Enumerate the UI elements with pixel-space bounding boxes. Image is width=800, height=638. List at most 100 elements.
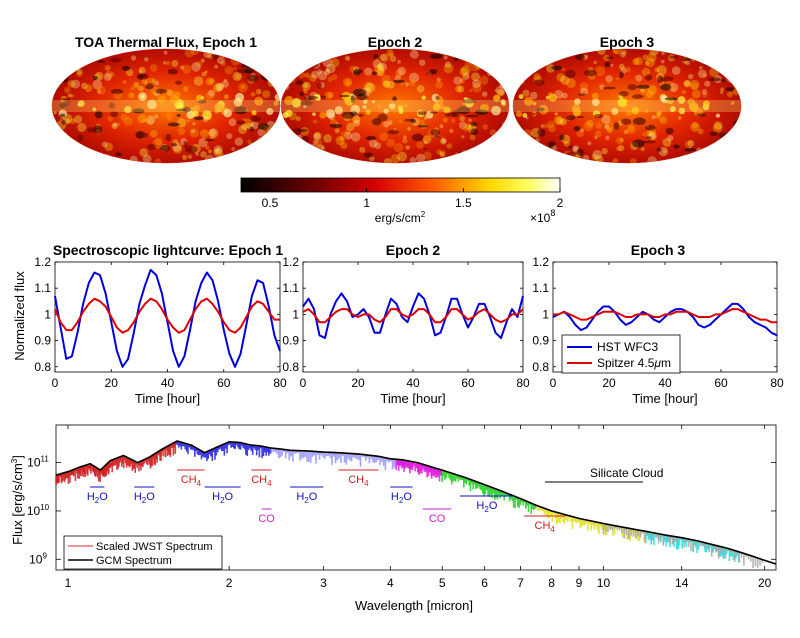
map-cold-spot <box>403 118 415 122</box>
map-hot-spot <box>266 49 275 57</box>
map-hot-spot <box>205 154 215 163</box>
map-hot-spot <box>321 145 325 149</box>
map-hot-spot <box>213 148 223 157</box>
map-hot-spot <box>523 51 533 61</box>
x-tick-label: 0 <box>300 376 307 390</box>
map-hot-spot <box>238 125 247 134</box>
map-hot-spot <box>339 136 345 142</box>
map-hot-spot <box>704 80 711 87</box>
map-hot-spot <box>249 52 255 58</box>
map-hot-spot <box>513 85 518 89</box>
map-hot-spot <box>214 103 222 111</box>
map-hot-spot <box>359 146 366 153</box>
map-hot-spot <box>383 158 392 163</box>
map-hot-spot <box>531 64 537 69</box>
molecule-text: H2O <box>476 500 497 514</box>
gcm-spectrum-line <box>55 440 777 565</box>
map-hot-spot <box>620 52 626 58</box>
map-cold-spot <box>673 144 680 149</box>
map-cold-spot <box>228 152 239 158</box>
map-hot-spot <box>281 66 285 70</box>
map-cold-spot <box>59 76 69 83</box>
map-cold-spot <box>299 90 305 97</box>
map-hot-spot <box>449 128 454 133</box>
x-tick-label: 0 <box>550 376 557 390</box>
map-hot-spot <box>154 137 163 146</box>
map-hot-spot <box>352 115 361 124</box>
map-hot-spot <box>261 143 272 153</box>
map-hot-spot <box>224 65 234 75</box>
map-hot-spot <box>525 68 533 76</box>
map-hot-spot <box>720 87 724 92</box>
map-hot-spot <box>423 140 428 145</box>
map-hot-spot <box>610 63 614 67</box>
map-cold-spot <box>660 83 672 91</box>
map-hot-spot <box>67 93 72 98</box>
map-hot-spot <box>334 128 340 134</box>
map-hot-spot <box>726 74 736 83</box>
map-equatorial-band <box>281 100 509 112</box>
map-hot-spot <box>601 148 608 155</box>
map-hot-spot <box>559 118 567 126</box>
map-hot-spot <box>613 49 623 55</box>
map-cold-spot <box>470 128 479 136</box>
map-hot-spot <box>84 51 91 59</box>
map-hot-spot <box>330 58 340 68</box>
map-hot-spot <box>208 128 219 138</box>
map-cold-spot <box>175 80 183 85</box>
map-cold-spot <box>681 58 692 61</box>
y-tick-label: 0.8 <box>532 360 549 374</box>
map-cold-spot <box>97 60 106 63</box>
molecule-label: CO <box>422 508 452 525</box>
y-tick-label: 1.2 <box>34 255 51 269</box>
map-cold-spot <box>708 77 721 82</box>
map-hot-spot <box>208 129 216 137</box>
map-hot-spot <box>662 149 667 154</box>
colorbar <box>240 177 561 193</box>
map-hot-spot <box>605 75 613 83</box>
map-hot-spot <box>647 156 658 163</box>
map-hot-spot <box>65 49 74 53</box>
map-hot-spot <box>439 151 445 157</box>
map-hot-spot <box>97 89 102 94</box>
map-cold-spot <box>593 114 604 119</box>
map-hot-spot <box>453 76 463 85</box>
map-hot-spot <box>228 118 237 127</box>
map-hot-spot <box>496 88 505 97</box>
map-hot-spot <box>80 59 86 66</box>
map-hot-spot <box>556 73 565 82</box>
map-hot-spot <box>56 142 61 147</box>
map-cold-spot <box>559 134 565 140</box>
map-hot-spot <box>165 60 171 66</box>
colorbar-unit-label: erg/s/cm2 <box>375 210 426 225</box>
map-cold-spot <box>704 63 710 66</box>
map-hot-spot <box>556 117 564 125</box>
map-hot-spot <box>154 80 160 86</box>
molecule-label: H2O <box>204 486 241 505</box>
map-hot-spot <box>141 78 148 85</box>
map-hot-spot <box>710 143 717 149</box>
map-hot-spot <box>260 139 265 143</box>
y-tick-label: 1.2 <box>282 255 299 269</box>
map-hot-spot <box>258 49 269 56</box>
molecule-text: H2O <box>87 491 108 505</box>
map-hot-spot <box>439 150 446 157</box>
spitzer-lightcurve-line <box>553 308 777 324</box>
map-hot-spot <box>627 124 635 132</box>
spectrum-y-tick-label: 1011 <box>27 455 49 470</box>
map-cold-spot <box>252 55 266 61</box>
map-hot-spot <box>645 90 654 99</box>
molecule-label: CH4 <box>177 469 205 488</box>
map-hot-spot <box>264 129 271 137</box>
map-hot-spot <box>635 74 643 82</box>
map-hot-spot <box>474 61 483 70</box>
x-tick-label: 40 <box>406 376 420 390</box>
map-hot-spot <box>241 123 249 130</box>
map-hot-spot <box>284 95 294 106</box>
map-cold-spot <box>197 99 207 104</box>
map-hot-spot <box>122 80 127 84</box>
map-hot-spot <box>402 138 408 144</box>
spectrum-y-tick-label: 109 <box>29 551 47 566</box>
map-hot-spot <box>202 110 212 120</box>
map-hot-spot <box>288 144 296 153</box>
